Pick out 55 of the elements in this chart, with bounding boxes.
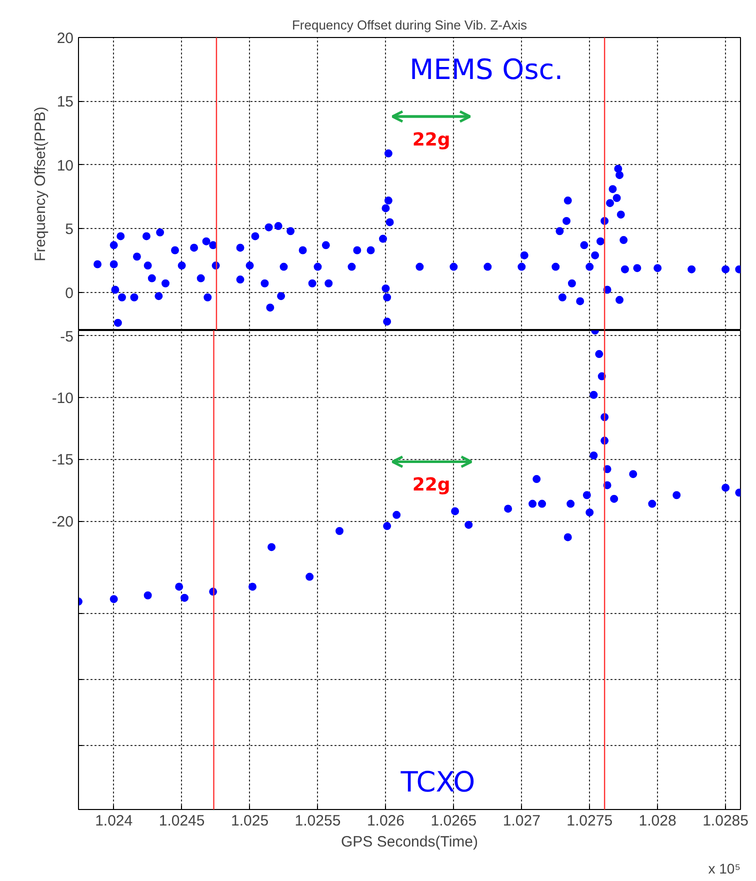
y-tick-label: -10 (52, 390, 74, 407)
y-tick-label: 10 (56, 157, 74, 174)
annotation: MEMS Osc. (409, 53, 564, 86)
y-tick-label: -5 (60, 328, 74, 346)
x-tick-label: 1.0275 (566, 812, 613, 830)
chart-title: Frequency Offset during Sine Vib. Z-Axis (292, 18, 528, 32)
point (110, 595, 118, 604)
point (392, 510, 401, 519)
point (629, 470, 638, 478)
point (451, 507, 460, 516)
point (610, 494, 618, 503)
point (595, 350, 604, 358)
y-tick-label: 20 (56, 30, 74, 47)
x-tick-label: 1.0245 (158, 812, 205, 830)
point (180, 594, 189, 602)
point (175, 582, 184, 591)
x-tick-label: 1.025 (231, 812, 269, 830)
x-tick-label: 1.0255 (294, 812, 341, 830)
x-tick-label: 1.024 (95, 812, 133, 830)
annotation: TCXO (400, 766, 476, 799)
point (538, 500, 546, 508)
y-tick-label: 5 (65, 221, 74, 238)
y-tick-label: -15 (52, 452, 74, 469)
y-axis-title: Frequency Offset(PPB) (32, 106, 49, 262)
y-tick-label: 15 (56, 94, 74, 111)
y-tick-label: 0 (65, 284, 74, 302)
point (564, 533, 572, 542)
point (268, 543, 276, 552)
point (648, 500, 656, 508)
point (672, 491, 681, 500)
x-tick-label: 1.026 (366, 812, 404, 830)
y-tick-label: -20 (52, 514, 74, 531)
point (306, 572, 314, 581)
point (335, 527, 344, 536)
point (248, 582, 256, 591)
point (722, 484, 730, 492)
point (566, 500, 575, 508)
point (582, 491, 591, 500)
x-tick-label: 1.028 (638, 812, 676, 830)
point (144, 591, 152, 600)
x-axis-title: GPS Seconds(Time) (341, 834, 478, 850)
x-tick-label: 1.027 (502, 812, 540, 830)
x-tick-label: 1.0285 (702, 812, 748, 830)
point (528, 500, 537, 508)
point (590, 452, 598, 460)
annotation: 22g (412, 130, 450, 151)
x-tick-label: 1.0265 (430, 812, 477, 830)
text: x 10⁵ (708, 860, 740, 876)
point (504, 504, 512, 513)
point (464, 520, 473, 529)
annotation: 22g (412, 474, 450, 496)
point (383, 522, 392, 530)
point (532, 475, 541, 484)
point (586, 508, 594, 516)
point (590, 390, 598, 399)
